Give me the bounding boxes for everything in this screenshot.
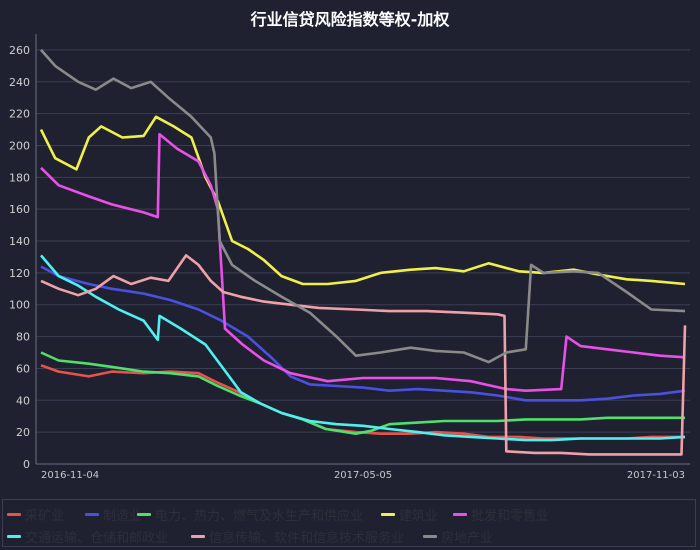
chart-title: 行业信贷风险指数等权-加权 bbox=[250, 10, 450, 29]
y-tick-label: 160 bbox=[9, 203, 30, 216]
legend-swatch bbox=[7, 513, 21, 516]
y-tick-label: 200 bbox=[9, 139, 30, 152]
legend-label: 电力、热力、燃气及水生产和供应业 bbox=[155, 509, 364, 524]
legend-label: 交通运输、仓储和邮政业 bbox=[25, 531, 169, 546]
y-tick-label: 180 bbox=[9, 171, 30, 184]
series-line bbox=[40, 49, 686, 364]
series-line bbox=[40, 364, 685, 440]
legend-item[interactable]: 信息传输、软件和信息技术服务业 bbox=[191, 527, 404, 546]
legend-swatch bbox=[7, 535, 21, 538]
legend-swatch bbox=[137, 513, 151, 516]
y-tick-label: 60 bbox=[16, 362, 30, 375]
y-tick-label: 240 bbox=[9, 76, 30, 89]
x-tick-label: 2016-11-04 bbox=[41, 470, 99, 481]
legend-item[interactable]: 制造业 bbox=[85, 505, 142, 524]
series-line bbox=[40, 254, 687, 456]
series-line bbox=[40, 265, 686, 402]
legend-swatch bbox=[191, 535, 205, 538]
grid-layer bbox=[36, 49, 690, 465]
legend-item[interactable]: 批发和零售业 bbox=[453, 505, 549, 524]
x-tick-label: 2017-11-03 bbox=[627, 470, 685, 481]
legend-item[interactable]: 电力、热力、燃气及水生产和供应业 bbox=[137, 505, 363, 524]
legend-item[interactable]: 建筑业 bbox=[381, 505, 438, 524]
legend-item[interactable]: 交通运输、仓储和邮政业 bbox=[7, 527, 168, 546]
y-tick-label: 0 bbox=[23, 458, 30, 471]
y-tick-label: 100 bbox=[9, 299, 30, 312]
legend-label: 制造业 bbox=[103, 509, 143, 524]
series-line bbox=[40, 133, 686, 392]
y-tick-label: 220 bbox=[9, 108, 30, 121]
legend-item[interactable]: 采矿业 bbox=[7, 505, 64, 524]
legend-label: 批发和零售业 bbox=[471, 509, 550, 524]
x-tick-label: 2017-05-05 bbox=[334, 470, 392, 481]
y-tick-label: 140 bbox=[9, 235, 30, 248]
y-tick-label: 260 bbox=[9, 44, 30, 57]
series-layer bbox=[39, 49, 687, 456]
y-tick-label: 80 bbox=[16, 331, 30, 344]
series-line bbox=[40, 351, 685, 435]
legend-label: 采矿业 bbox=[25, 509, 65, 524]
legend-label: 信息传输、软件和信息技术服务业 bbox=[209, 531, 405, 546]
legend: 采矿业 制造业 电力、热力、燃气及水生产和供应业 建筑业 批发和零售业交通运输、仓储和邮… bbox=[2, 499, 696, 547]
y-tick-label: 120 bbox=[9, 267, 30, 280]
legend-label: 建筑业 bbox=[399, 509, 439, 524]
legend-item[interactable]: 房地产业 bbox=[423, 527, 493, 546]
legend-swatch bbox=[381, 513, 395, 516]
y-tick-label: 40 bbox=[16, 394, 30, 407]
legend-swatch bbox=[423, 535, 437, 538]
legend-swatch bbox=[453, 513, 467, 516]
legend-label: 房地产业 bbox=[441, 531, 494, 546]
legend-swatch bbox=[85, 513, 99, 516]
axis-layer: 0 20 40 60 80 100 120 140 160 180 200 220 240 260 2016… bbox=[9, 34, 690, 481]
series-line bbox=[39, 115, 686, 286]
y-tick-label: 20 bbox=[16, 426, 30, 439]
series-line bbox=[40, 254, 686, 442]
